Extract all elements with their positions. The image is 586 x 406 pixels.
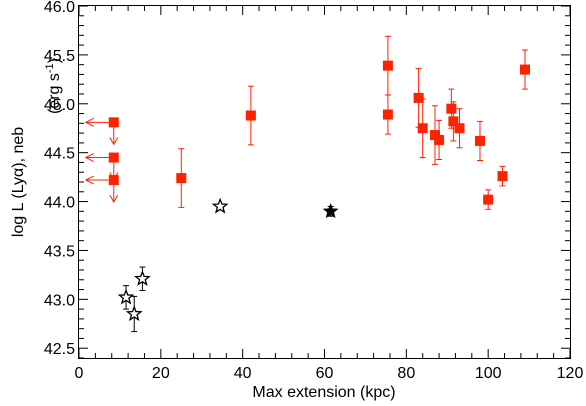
data-point-square (474, 135, 485, 146)
data-point-square (382, 109, 393, 120)
limit-arrowhead-left (84, 153, 95, 163)
y-tick-label: 45.0 (44, 97, 75, 114)
y-axis-title: log L (Lyα), neb (10, 127, 27, 237)
data-point-open-star (134, 269, 151, 286)
y-axis-unit-exponent: -1 (44, 63, 56, 73)
y-axis-unit-suffix: ) (46, 58, 63, 63)
x-tick-label: 40 (234, 365, 252, 382)
data-point-square (434, 134, 445, 145)
limit-arrowhead-down (109, 194, 119, 204)
x-tick-label: 100 (475, 365, 502, 382)
limit-arrowhead-down (109, 137, 119, 146)
y-tick-label: 44.0 (44, 195, 75, 212)
x-tick-label: 80 (397, 365, 415, 382)
data-point-square (483, 194, 494, 205)
plot-frame (78, 5, 571, 359)
y-axis-unit: (erg s-1) (44, 58, 63, 114)
x-tick-label: 60 (316, 365, 334, 382)
data-point-square (446, 103, 457, 114)
y-tick-label: 42.5 (44, 341, 75, 358)
x-axis-title: Max extension (kpc) (252, 384, 395, 401)
y-tick-label: 43.5 (44, 243, 75, 260)
data-point-square (245, 110, 256, 121)
x-tick-label: 120 (557, 365, 584, 382)
data-point-upper-limit (108, 152, 119, 163)
data-point-open-star (211, 197, 229, 214)
limit-arrowhead-left (84, 117, 95, 127)
data-point-square (448, 116, 459, 127)
data-point-square (413, 92, 424, 103)
data-point-square (519, 64, 530, 75)
data-point-upper-limit (108, 175, 119, 186)
data-point-square (417, 123, 428, 134)
data-point-open-star (125, 305, 143, 322)
y-axis-unit-prefix: (erg s (46, 73, 63, 114)
y-tick-label: 44.5 (44, 146, 75, 163)
y-tick-label: 45.5 (44, 48, 75, 65)
data-point-open-star (117, 288, 135, 305)
y-tick-label: 43.0 (44, 292, 75, 309)
data-point-square (497, 171, 508, 182)
data-marks (84, 35, 530, 333)
y-tick-label: 46.0 (44, 0, 75, 16)
limit-arrowhead-left (84, 175, 95, 185)
axis-ticks (78, 5, 571, 359)
axis-tick-labels: 0 20 40 60 80 100 120 42.5 43.0 43.5 44.0 44.5 45.0 4… (44, 0, 584, 382)
data-point-filled-star (322, 202, 339, 219)
data-point-square (382, 60, 393, 71)
x-tick-label: 20 (152, 365, 170, 382)
x-tick-label: 0 (75, 365, 84, 382)
data-point-square (454, 123, 465, 134)
data-point-square (176, 173, 187, 184)
data-point-upper-limit (108, 117, 119, 128)
